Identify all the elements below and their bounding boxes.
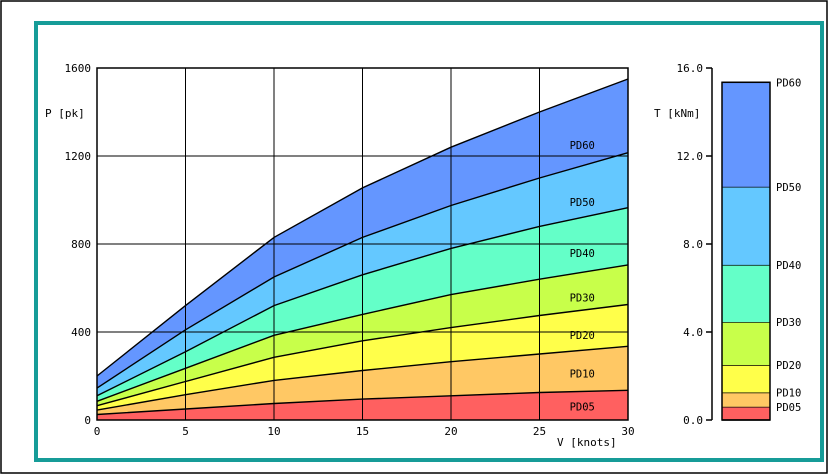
y-tick-label: 8.0 bbox=[683, 238, 703, 251]
series-label-pd05: PD05 bbox=[570, 401, 595, 413]
bar-segment-pd50 bbox=[722, 186, 770, 265]
bar-segment-pd30 bbox=[722, 322, 770, 365]
x-tick-label: 15 bbox=[356, 425, 369, 438]
segment-label-pd60: PD60 bbox=[776, 77, 801, 89]
series-label-pd10: PD10 bbox=[570, 368, 595, 380]
x-tick-label: 25 bbox=[533, 425, 546, 438]
y-tick-label: 400 bbox=[71, 326, 91, 339]
y-tick-label: 16.0 bbox=[677, 62, 704, 75]
series-label-pd60: PD60 bbox=[570, 140, 595, 152]
series-line-pd10 bbox=[96, 345, 629, 411]
segment-label-pd40: PD40 bbox=[776, 260, 801, 272]
series-line-pd60 bbox=[96, 78, 629, 377]
x-tick-label: 5 bbox=[182, 425, 189, 438]
y-axis-label: P [pk] bbox=[45, 107, 85, 120]
x-tick-label: 0 bbox=[94, 425, 101, 438]
series-label-pd50: PD50 bbox=[570, 197, 595, 209]
y-tick-label: 800 bbox=[71, 238, 91, 251]
y-tick-label: 12.0 bbox=[677, 150, 704, 163]
bar-segment-pd40 bbox=[722, 264, 770, 323]
x-tick-label: 10 bbox=[267, 425, 280, 438]
y-tick-label: 0.0 bbox=[683, 414, 703, 427]
x-tick-label: 20 bbox=[444, 425, 457, 438]
bar-segment-pd05 bbox=[722, 406, 770, 420]
series-line-pd05 bbox=[96, 389, 629, 416]
x-axis-label: V [knots] bbox=[557, 436, 617, 449]
series-line-pd20 bbox=[96, 303, 629, 407]
series-label-pd40: PD40 bbox=[570, 248, 595, 260]
series-label-pd20: PD20 bbox=[570, 330, 595, 342]
series-line-pd40 bbox=[96, 207, 629, 397]
plot-border bbox=[96, 67, 629, 421]
y-axis-label: T [kNm] bbox=[654, 107, 700, 120]
segment-label-pd50: PD50 bbox=[776, 182, 801, 194]
bar-segment-pd60 bbox=[722, 82, 770, 187]
y-tick-label: 4.0 bbox=[683, 326, 703, 339]
frame-border bbox=[34, 21, 824, 462]
segment-label-pd10: PD10 bbox=[776, 388, 801, 400]
series-line-pd30 bbox=[96, 264, 629, 402]
segment-label-pd05: PD05 bbox=[776, 402, 801, 414]
series-line-pd50 bbox=[96, 152, 629, 389]
y-tick-label: 1600 bbox=[65, 62, 92, 75]
y-tick-label: 0 bbox=[84, 414, 91, 427]
segment-label-pd20: PD20 bbox=[776, 360, 801, 372]
bar-segment-pd20 bbox=[722, 365, 770, 393]
bar-segment-pd10 bbox=[722, 392, 770, 407]
x-tick-label: 30 bbox=[621, 425, 634, 438]
power-chart: 0 5 10 15 20 25 30 0 400 800 1200 1600 P [pk] V [knot… bbox=[45, 62, 635, 449]
series-label-pd30: PD30 bbox=[570, 292, 595, 304]
y-tick-label: 1200 bbox=[65, 150, 92, 163]
torque-chart: 0.0 4.0 8.0 12.0 16.0 T [kNm] PD05 PD10 PD20 PD30… bbox=[654, 62, 801, 427]
segment-label-pd30: PD30 bbox=[776, 317, 801, 329]
